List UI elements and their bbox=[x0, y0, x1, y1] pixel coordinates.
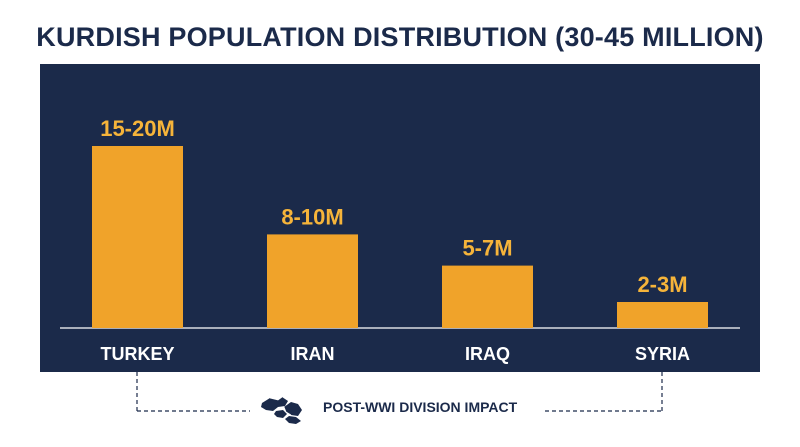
category-label-turkey: TURKEY bbox=[100, 344, 174, 364]
bar-iraq bbox=[442, 265, 533, 328]
bar-chart: 15-20M TURKEY 8-10M IRAN 5-7M IRAQ 2-3M SYRIA bbox=[60, 116, 740, 364]
bar-turkey bbox=[92, 146, 183, 328]
map-of-kurdistan-icon bbox=[261, 396, 302, 424]
category-label-iraq: IRAQ bbox=[465, 344, 510, 364]
chart-title: KURDISH POPULATION DISTRIBUTION (30-45 M… bbox=[36, 22, 764, 52]
chart-panel: 15-20M TURKEY 8-10M IRAN 5-7M IRAQ 2-3M SYRIA bbox=[40, 64, 760, 372]
category-label-iran: IRAN bbox=[291, 344, 335, 364]
category-label-syria: SYRIA bbox=[635, 344, 690, 364]
footer-label: POST-WWI DIVISION IMPACT bbox=[323, 399, 518, 415]
bar-syria bbox=[617, 302, 708, 328]
value-label-turkey: 15-20M bbox=[100, 116, 175, 141]
value-label-iran: 8-10M bbox=[281, 204, 343, 229]
value-label-syria: 2-3M bbox=[637, 272, 687, 297]
bar-iran bbox=[267, 234, 358, 328]
value-label-iraq: 5-7M bbox=[462, 236, 512, 261]
